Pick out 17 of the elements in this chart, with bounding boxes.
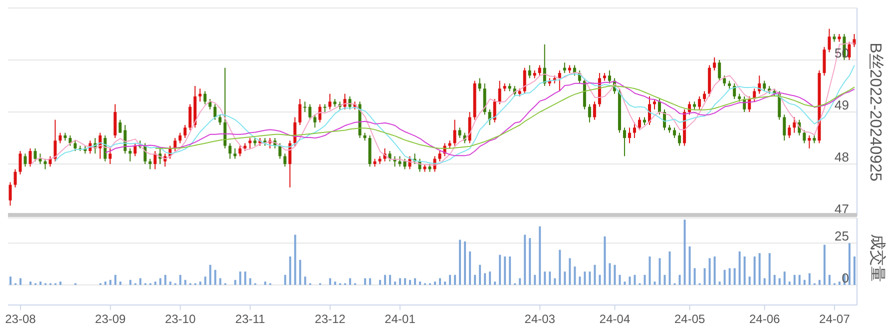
x-tick-label: 24-06 — [749, 312, 780, 326]
x-tick-label: 24-05 — [674, 312, 706, 326]
x-tick-label: 23-10 — [164, 312, 196, 326]
x-tick-label: 23-08 — [5, 312, 36, 326]
y-tick-label: 47 — [834, 201, 849, 216]
y-tick-label: 49 — [834, 97, 849, 112]
y-tick-label: 25 — [834, 228, 849, 244]
y-tick-label: 48 — [834, 149, 849, 164]
x-tick-label: 23-12 — [314, 312, 346, 326]
x-tick-label: 24-04 — [599, 312, 630, 326]
y-axis-title: 成交量 — [868, 234, 887, 282]
y-axis-title: B丝2022-20240925 — [866, 42, 884, 182]
x-tick-label: 24-01 — [384, 312, 416, 326]
x-tick-label: 23-11 — [235, 312, 266, 326]
x-tick-label: 24-03 — [524, 312, 556, 326]
x-tick-label: 23-09 — [95, 312, 126, 326]
x-tick-label: 24-07 — [819, 312, 850, 326]
